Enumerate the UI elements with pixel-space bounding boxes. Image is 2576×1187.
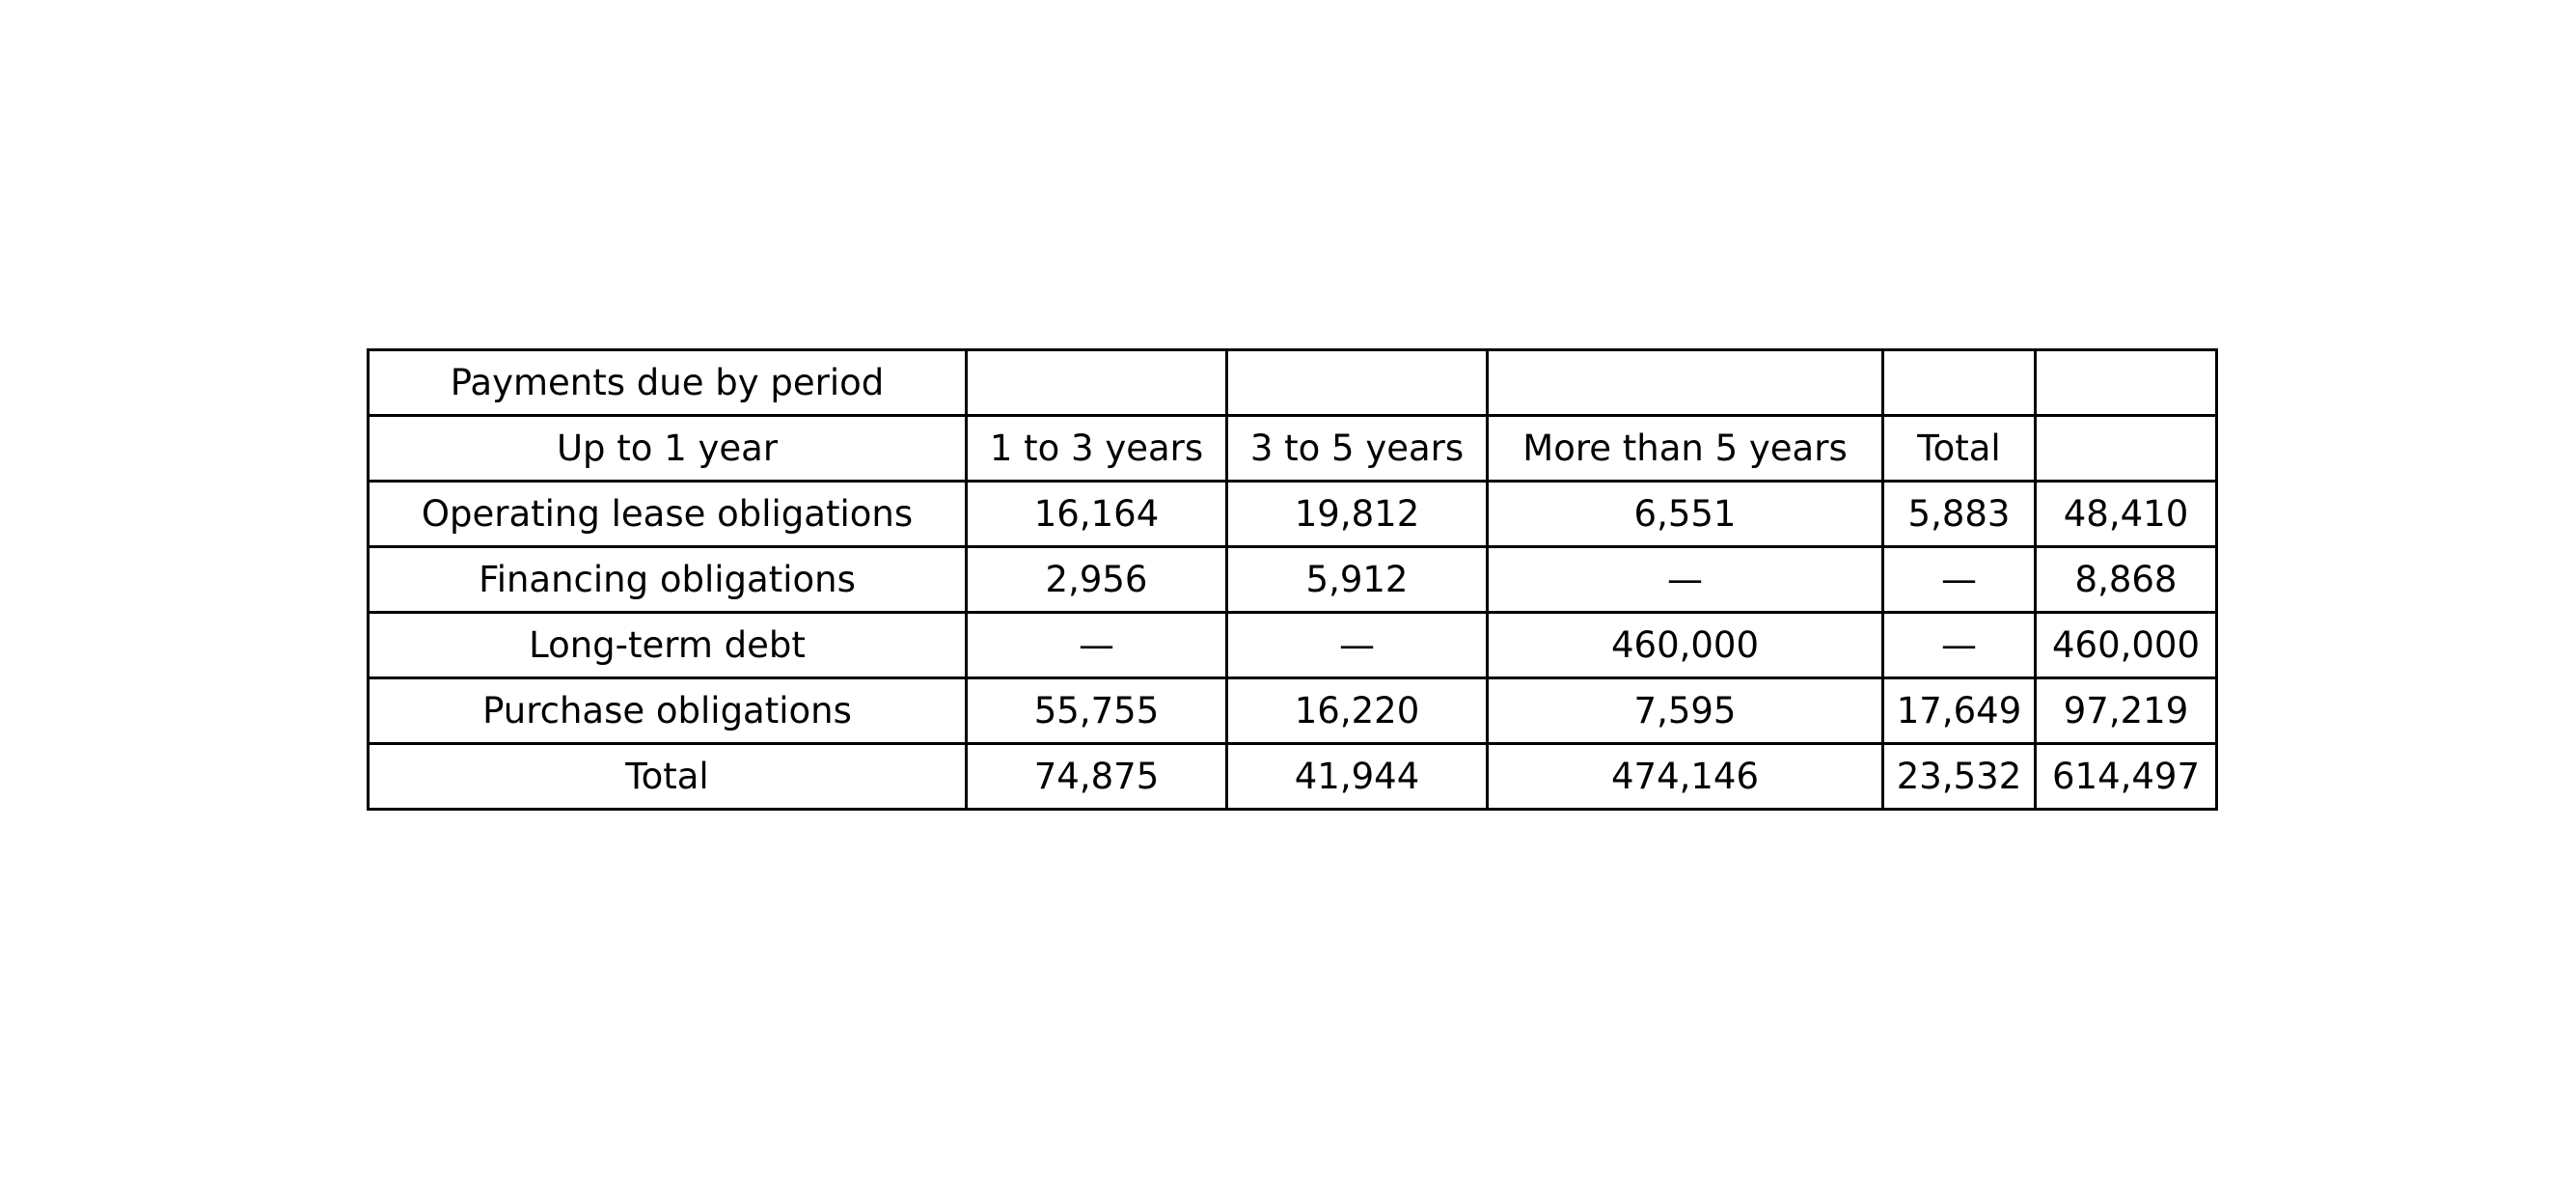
header-cell (1486, 348, 1884, 417)
data-cell: — (1881, 611, 2037, 679)
row-label-cell: Financing obligations (367, 545, 968, 614)
header-cell (965, 348, 1228, 417)
data-cell: 17,649 (1881, 676, 2037, 745)
data-cell: 19,812 (1225, 480, 1489, 548)
row-label-cell: Operating lease obligations (367, 480, 968, 548)
data-cell: 55,755 (965, 676, 1228, 745)
header-cell (1881, 348, 2037, 417)
data-cell: 74,875 (965, 742, 1228, 811)
table-row: Purchase obligations 55,755 16,220 7,595 17,… (367, 676, 2218, 745)
data-cell: 474,146 (1486, 742, 1884, 811)
data-cell: 2,956 (965, 545, 1228, 614)
data-cell: 460,000 (2034, 611, 2218, 679)
data-cell: 460,000 (1486, 611, 1884, 679)
data-cell: 7,595 (1486, 676, 1884, 745)
header-cell: More than 5 years (1486, 414, 1884, 483)
table-header-row: Up to 1 year 1 to 3 years 3 to 5 years More… (367, 414, 2218, 483)
header-cell: Total (1881, 414, 2037, 483)
data-cell: 8,868 (2034, 545, 2218, 614)
data-cell: 16,220 (1225, 676, 1489, 745)
header-cell (2034, 348, 2218, 417)
header-cell: Up to 1 year (367, 414, 968, 483)
data-cell: — (1881, 545, 2037, 614)
table-row: Long-term debt — —460,000—460,000 (367, 611, 2218, 679)
data-cell: 6,551 (1486, 480, 1884, 548)
data-cell: 23,532 (1881, 742, 2037, 811)
header-cell: 1 to 3 years (965, 414, 1228, 483)
data-cell: 614,497 (2034, 742, 2218, 811)
table-body: Payments due by period Up to 1 year 1 to 3… (367, 348, 2218, 811)
header-cell: Payments due by period (367, 348, 968, 417)
row-label-cell: Total (367, 742, 968, 811)
data-cell: 48,410 (2034, 480, 2218, 548)
data-cell: — (1225, 611, 1489, 679)
row-label-cell: Long-term debt (367, 611, 968, 679)
table-title-row: Payments due by period (367, 348, 2218, 417)
table-row: Financing obligations 2,956 5,912— —8,868 (367, 545, 2218, 614)
contractual-obligations-table: Payments due by period Up to 1 year 1 to 3… (367, 348, 2218, 811)
data-cell: — (1486, 545, 1884, 614)
header-cell (1225, 348, 1489, 417)
table-row: Total 74,875 41,944 474,146 23,532 614,497 (367, 742, 2218, 811)
data-cell: 5,883 (1881, 480, 2037, 548)
table-row: Operating lease obligations 16,164 19,812 6… (367, 480, 2218, 548)
row-label-cell: Purchase obligations (367, 676, 968, 745)
data-cell: 16,164 (965, 480, 1228, 548)
data-cell: 5,912 (1225, 545, 1489, 614)
data-cell: 41,944 (1225, 742, 1489, 811)
header-cell (2034, 414, 2218, 483)
data-cell: — (965, 611, 1228, 679)
data-cell: 97,219 (2034, 676, 2218, 745)
header-cell: 3 to 5 years (1225, 414, 1489, 483)
